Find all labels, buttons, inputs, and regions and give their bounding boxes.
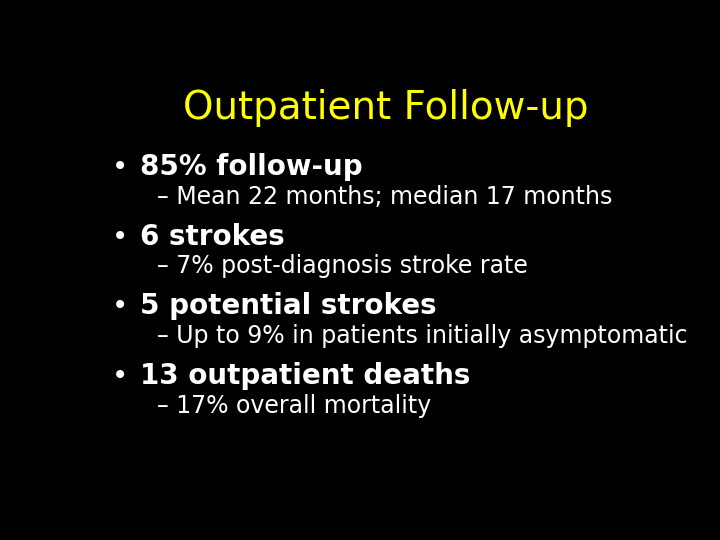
Text: – 17% overall mortality: – 17% overall mortality [157, 394, 431, 418]
Text: 85% follow-up: 85% follow-up [140, 153, 363, 181]
Text: Outpatient Follow-up: Outpatient Follow-up [183, 90, 588, 127]
Text: •: • [112, 153, 129, 181]
Text: •: • [112, 292, 129, 320]
Text: – Up to 9% in patients initially asymptomatic: – Up to 9% in patients initially asympto… [157, 325, 688, 348]
Text: 13 outpatient deaths: 13 outpatient deaths [140, 362, 471, 390]
Text: – Mean 22 months; median 17 months: – Mean 22 months; median 17 months [157, 185, 612, 208]
Text: 6 strokes: 6 strokes [140, 222, 285, 251]
Text: •: • [112, 222, 129, 251]
Text: 5 potential strokes: 5 potential strokes [140, 292, 437, 320]
Text: – 7% post-diagnosis stroke rate: – 7% post-diagnosis stroke rate [157, 254, 528, 279]
Text: •: • [112, 362, 129, 390]
